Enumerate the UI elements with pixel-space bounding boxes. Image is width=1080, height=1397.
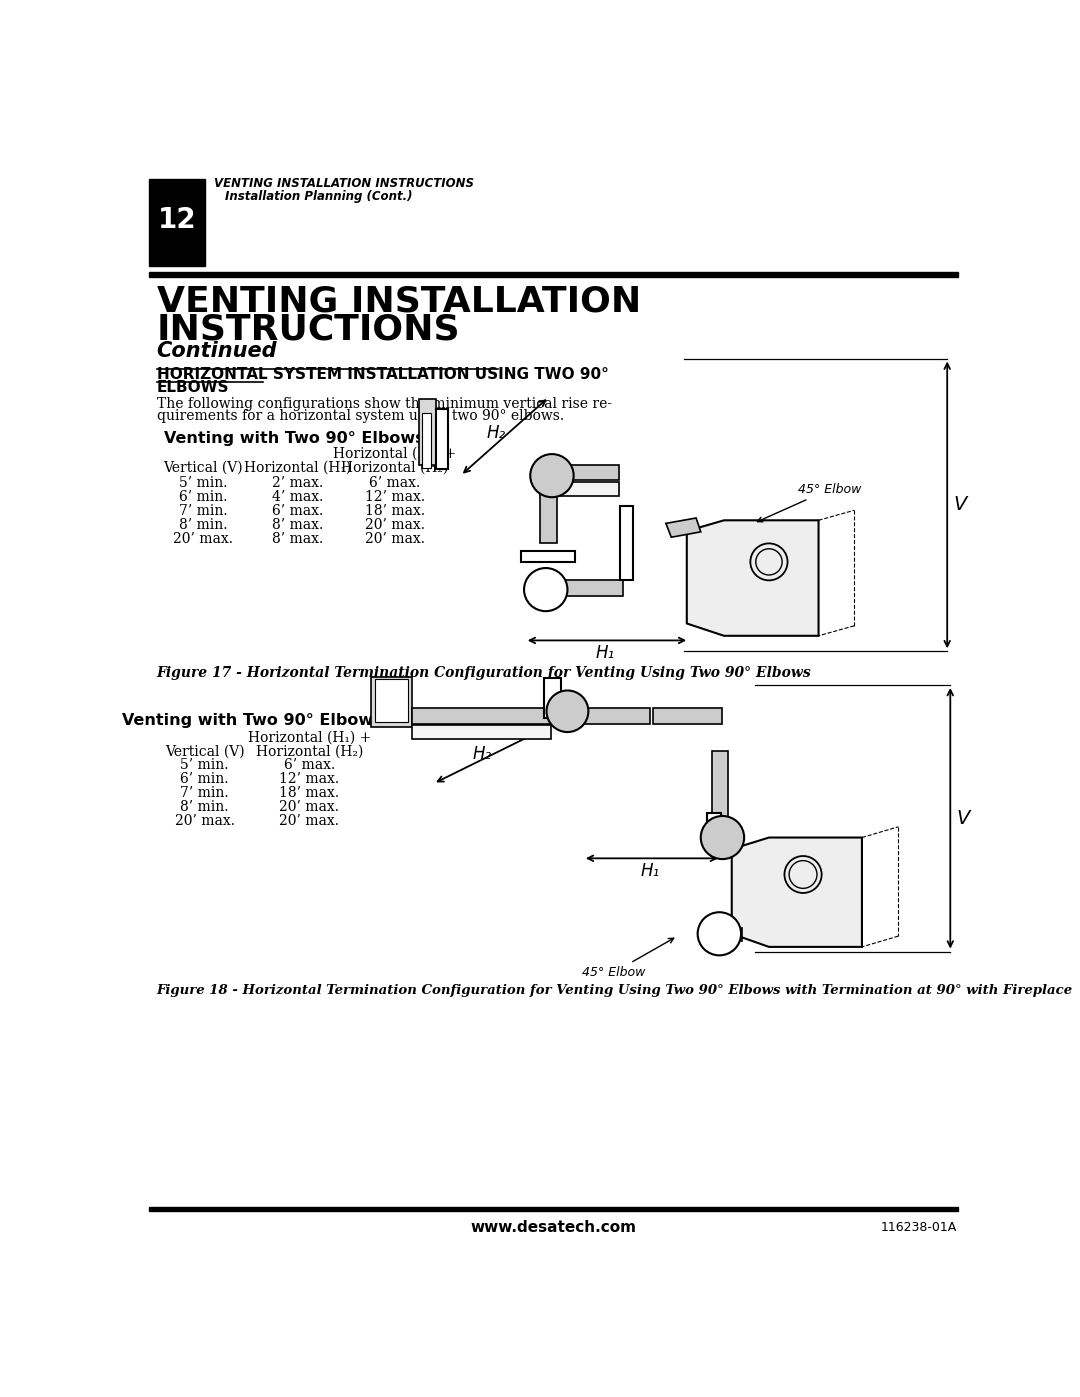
Text: 12: 12 xyxy=(158,205,197,235)
Text: 20’ max.: 20’ max. xyxy=(173,532,233,546)
Text: Horizontal (H₁): Horizontal (H₁) xyxy=(244,461,351,475)
Text: 6’ max.: 6’ max. xyxy=(284,759,335,773)
Bar xyxy=(411,725,551,739)
Bar xyxy=(521,550,576,562)
Text: H₁: H₁ xyxy=(596,644,615,662)
Bar xyxy=(149,1207,958,1211)
Text: Venting with Two 90° Elbows: Venting with Two 90° Elbows xyxy=(163,432,424,446)
Text: 4’ max.: 4’ max. xyxy=(272,490,323,504)
Bar xyxy=(375,679,408,722)
Bar xyxy=(554,465,619,481)
Bar xyxy=(554,482,619,496)
Text: 6’ max.: 6’ max. xyxy=(369,476,420,490)
Text: Figure 17 - Horizontal Termination Configuration for Venting Using Two 90° Elbow: Figure 17 - Horizontal Termination Confi… xyxy=(157,666,811,680)
Text: The following configurations show the minimum vertical rise re-: The following configurations show the mi… xyxy=(157,397,612,411)
Text: 20’ max.: 20’ max. xyxy=(280,799,339,813)
Text: 20’ max.: 20’ max. xyxy=(365,518,424,532)
Bar xyxy=(540,488,556,543)
Bar xyxy=(544,678,562,718)
Text: Horizontal (H₁) +: Horizontal (H₁) + xyxy=(247,731,372,745)
Polygon shape xyxy=(666,518,701,538)
Circle shape xyxy=(698,912,741,956)
Bar xyxy=(562,708,650,724)
Bar xyxy=(149,179,205,267)
Text: 116238-01A: 116238-01A xyxy=(880,1221,957,1234)
Text: VENTING INSTALLATION INSTRUCTIONS: VENTING INSTALLATION INSTRUCTIONS xyxy=(214,176,474,190)
Text: HORIZONTAL SYSTEM INSTALLATION USING TWO 90°: HORIZONTAL SYSTEM INSTALLATION USING TWO… xyxy=(157,366,608,381)
Text: 8’ max.: 8’ max. xyxy=(272,532,323,546)
Text: Vertical (V): Vertical (V) xyxy=(165,745,244,759)
Text: 20’ max.: 20’ max. xyxy=(365,532,424,546)
Text: H₂: H₂ xyxy=(473,746,491,763)
Text: 12’ max.: 12’ max. xyxy=(280,773,339,787)
Bar xyxy=(565,580,623,595)
Bar xyxy=(372,676,411,726)
Circle shape xyxy=(524,569,567,610)
Text: VENTING INSTALLATION: VENTING INSTALLATION xyxy=(157,285,640,319)
Bar xyxy=(411,708,551,724)
Text: quirements for a horizontal system using two 90° elbows.: quirements for a horizontal system using… xyxy=(157,409,564,423)
Text: H₁: H₁ xyxy=(640,862,660,880)
Text: 6’ min.: 6’ min. xyxy=(180,773,229,787)
Text: Installation Planning (Cont.): Installation Planning (Cont.) xyxy=(225,190,413,204)
Text: 18’ max.: 18’ max. xyxy=(365,504,424,518)
Bar xyxy=(149,271,958,277)
Text: V: V xyxy=(957,809,970,828)
Text: ELBOWS: ELBOWS xyxy=(157,380,229,395)
Text: Figure 18 - Horizontal Termination Configuration for Venting Using Two 90° Elbow: Figure 18 - Horizontal Termination Confi… xyxy=(157,983,1072,996)
Text: H₂: H₂ xyxy=(487,423,505,441)
Bar xyxy=(435,409,448,469)
Bar xyxy=(652,708,723,724)
Bar xyxy=(713,752,728,835)
Text: 20’ max.: 20’ max. xyxy=(280,813,339,827)
Text: Venting with Two 90° Elbows: Venting with Two 90° Elbows xyxy=(122,712,383,728)
Bar xyxy=(422,412,431,468)
Text: 6’ min.: 6’ min. xyxy=(179,490,228,504)
Polygon shape xyxy=(732,838,862,947)
Circle shape xyxy=(530,454,573,497)
Text: 7’ min.: 7’ min. xyxy=(180,787,229,800)
Bar xyxy=(707,813,721,851)
Text: 20’ max.: 20’ max. xyxy=(175,813,234,827)
Text: www.desatech.com: www.desatech.com xyxy=(471,1220,636,1235)
Text: 45° Elbow: 45° Elbow xyxy=(582,939,674,979)
Text: 8’ max.: 8’ max. xyxy=(272,518,323,532)
Text: Horizontal (H₂): Horizontal (H₂) xyxy=(256,745,363,759)
Text: 18’ max.: 18’ max. xyxy=(280,787,339,800)
Text: Continued: Continued xyxy=(157,341,278,360)
Bar xyxy=(419,398,435,465)
Circle shape xyxy=(701,816,744,859)
Bar xyxy=(713,928,742,942)
Text: 7’ min.: 7’ min. xyxy=(179,504,228,518)
Text: 8’ min.: 8’ min. xyxy=(179,518,228,532)
Text: 5’ min.: 5’ min. xyxy=(180,759,229,773)
Text: INSTRUCTIONS: INSTRUCTIONS xyxy=(157,313,460,346)
Text: 6’ max.: 6’ max. xyxy=(272,504,323,518)
Polygon shape xyxy=(687,520,819,636)
Bar xyxy=(620,507,633,580)
Text: 12’ max.: 12’ max. xyxy=(365,490,424,504)
Text: 2’ max.: 2’ max. xyxy=(272,476,323,490)
Circle shape xyxy=(546,690,589,732)
Text: Horizontal (H₁) +: Horizontal (H₁) + xyxy=(333,447,456,461)
Text: Horizontal (H₂): Horizontal (H₂) xyxy=(341,461,448,475)
Text: 45° Elbow: 45° Elbow xyxy=(757,483,861,522)
Text: V: V xyxy=(954,496,967,514)
Text: Vertical (V): Vertical (V) xyxy=(163,461,243,475)
Text: 8’ min.: 8’ min. xyxy=(180,799,229,813)
Text: 5’ min.: 5’ min. xyxy=(179,476,228,490)
